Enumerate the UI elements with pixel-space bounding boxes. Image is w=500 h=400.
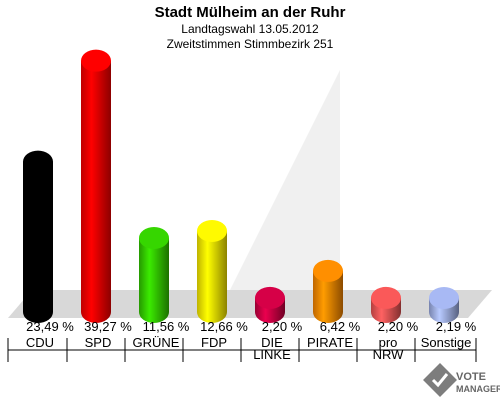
bar-fdp [197, 219, 227, 323]
chart-header: Stadt Mülheim an der Ruhr Landtagswahl 1… [0, 4, 500, 52]
value-label-spd: 39,27 % [84, 319, 132, 334]
value-label-sonstige: 2,19 % [436, 319, 477, 334]
bar-spd [81, 49, 111, 324]
bar-body [23, 161, 53, 323]
bar-top-cap [371, 286, 401, 309]
bar-body [313, 270, 343, 323]
bar-body [197, 230, 227, 323]
value-label-gr-ne: 11,56 % [143, 319, 190, 334]
chart-subtitle-district: Zweitstimmen Stimmbezirk 251 [166, 37, 334, 51]
bar-body [81, 60, 111, 324]
value-label-die-linke: 2,20 % [262, 319, 303, 334]
bar-top-cap [139, 227, 169, 250]
category-label-cdu: CDU [26, 335, 54, 350]
bar-top-cap [429, 286, 459, 309]
bar-top-cap [255, 286, 285, 309]
chart-subtitle-date: Landtagswahl 13.05.2012 [181, 22, 319, 36]
floor-shadow [8, 290, 492, 318]
category-label-pirate: PIRATE [307, 335, 353, 350]
bar-sonstige [429, 286, 459, 323]
value-label-fdp: 12,66 % [200, 319, 248, 334]
bar-pirate [313, 259, 343, 323]
bar-body [139, 238, 169, 323]
bar-cdu [23, 150, 53, 323]
back-wall-shadow [32, 70, 340, 290]
logo-text-vote: VOTE [456, 371, 486, 383]
category-label-sonstige: Sonstige [421, 335, 472, 350]
chart-title: Stadt Mülheim an der Ruhr [154, 4, 346, 21]
value-label-cdu: 23,49 % [26, 319, 74, 334]
bar-gr-ne [139, 227, 169, 323]
vote-manager-logo: VOTE MANAGER [423, 363, 500, 397]
value-label-pro-nrw: 2,20 % [378, 319, 419, 334]
logo-text-manager: MANAGER [456, 384, 500, 394]
vote-manager-checkmark-icon [423, 363, 457, 397]
category-label-fdp: FDP [201, 335, 227, 350]
bar-top-cap [81, 49, 111, 72]
bar-pro-nrw [371, 286, 401, 323]
bar-top-cap [313, 259, 343, 282]
category-label-spd: SPD [85, 335, 112, 350]
bar-top-cap [197, 219, 227, 242]
category-label-pro-nrw: pro NRW [373, 335, 405, 362]
category-label-die-linke: DIE LINKE [253, 335, 291, 362]
bar-die-linke [255, 286, 285, 323]
category-label-gr-ne: GRÜNE [133, 335, 180, 350]
value-label-pirate: 6,42 % [320, 319, 361, 334]
bar-top-cap [23, 150, 53, 173]
